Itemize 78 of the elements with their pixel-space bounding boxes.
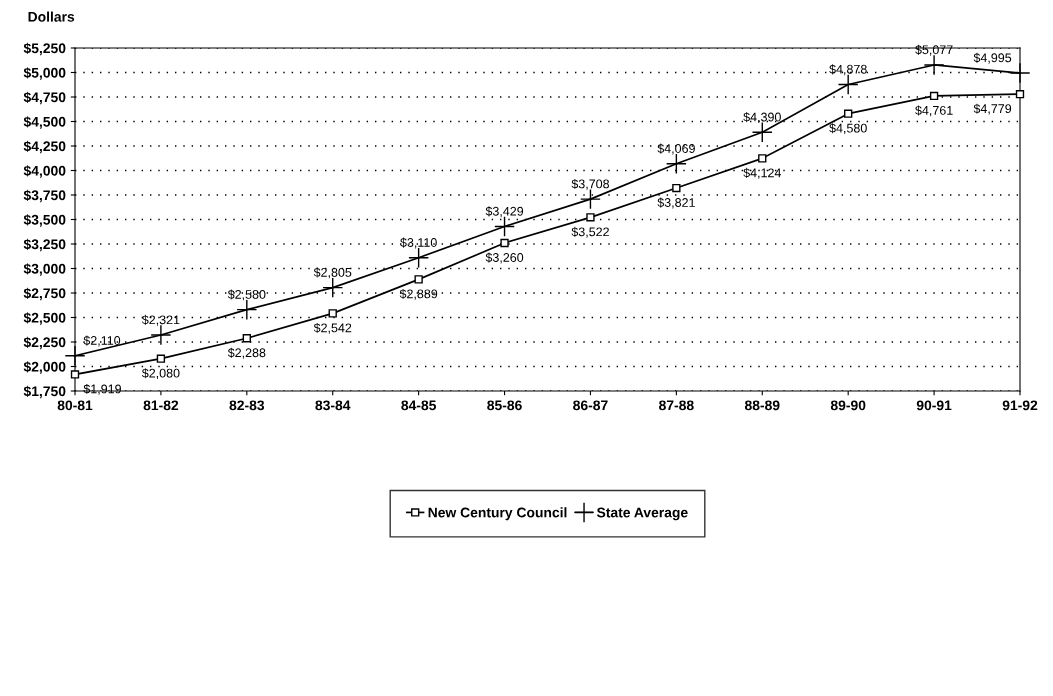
x-tick-label: 82-83 — [229, 400, 265, 411]
point — [414, 275, 423, 284]
point — [1015, 89, 1025, 99]
data-label: $4,069 — [657, 143, 695, 155]
x-tick-label: 81-82 — [143, 400, 179, 411]
data-label: $3,110 — [400, 237, 437, 249]
data-label: $3,708 — [571, 178, 610, 190]
point — [242, 334, 251, 343]
data-label: $2,805 — [313, 267, 352, 279]
data-label: $4,580 — [829, 123, 867, 135]
point — [751, 121, 773, 143]
y-tick-label: $1,750 — [23, 385, 66, 399]
y-tick-label: $3,250 — [23, 238, 66, 252]
point — [494, 216, 515, 237]
point — [1009, 62, 1031, 84]
point — [500, 238, 509, 248]
point — [665, 153, 687, 175]
x-tick-label: 86-87 — [573, 400, 608, 411]
data-label: $2,080 — [141, 368, 180, 380]
data-label: $4,878 — [829, 64, 867, 76]
data-label: $3,821 — [657, 197, 695, 209]
point — [236, 299, 258, 321]
data-label: $2,889 — [399, 288, 438, 300]
point — [150, 324, 172, 346]
y-tick-label: $4,750 — [23, 91, 66, 105]
y-tick-label: $3,500 — [23, 214, 66, 227]
point — [844, 109, 853, 118]
y-tick-label: $2,750 — [23, 287, 66, 301]
data-label: $2,321 — [141, 314, 180, 326]
y-tick-label: $3,750 — [23, 189, 66, 203]
point — [328, 309, 337, 318]
x-tick-label: 85-86 — [487, 400, 522, 411]
point — [929, 91, 939, 101]
y-tick-label: $4,000 — [23, 165, 66, 178]
data-label: $1,919 — [83, 383, 121, 395]
y-tick-label: $5,250 — [23, 42, 66, 56]
point — [758, 154, 767, 163]
x-tick-label: 84-85 — [401, 400, 437, 411]
point — [837, 74, 859, 95]
data-label: $2,542 — [313, 322, 352, 334]
data-label: $4,124 — [743, 167, 782, 179]
point — [586, 213, 595, 222]
y-tick-label: $2,250 — [23, 336, 66, 350]
data-label: $4,761 — [915, 105, 953, 117]
x-tick-label: 87-88 — [659, 400, 694, 411]
data-label: $2,288 — [227, 347, 266, 359]
data-label: $5,077 — [915, 44, 953, 56]
point — [64, 345, 86, 367]
point — [156, 354, 166, 363]
data-label: $3,260 — [485, 252, 524, 264]
y-axis-title: Dollars — [28, 11, 75, 22]
x-tick-label: 88-89 — [744, 400, 780, 411]
y-tick-label: $2,000 — [23, 361, 66, 374]
y-tick-label: $3,000 — [23, 263, 66, 276]
y-tick-label: $4,250 — [23, 140, 66, 154]
x-tick-label: 89-90 — [830, 400, 866, 411]
data-label: $2,110 — [83, 335, 121, 347]
point — [408, 247, 430, 269]
legend-label: State Average — [596, 507, 688, 521]
x-tick-label: 83-84 — [315, 400, 351, 411]
y-tick-label: $4,500 — [23, 116, 66, 129]
point — [923, 54, 945, 76]
data-label: $2,580 — [227, 289, 266, 301]
data-label: $3,429 — [485, 206, 524, 218]
data-label: $4,995 — [973, 52, 1012, 64]
data-label: $4,779 — [973, 103, 1012, 115]
x-tick-label: 91-92 — [1002, 400, 1038, 411]
data-label: $4,390 — [743, 112, 781, 123]
data-label: $3,522 — [571, 226, 609, 238]
x-tick-label: 90-91 — [916, 400, 952, 411]
point — [580, 188, 601, 210]
y-tick-label: $2,500 — [23, 312, 66, 325]
x-tick-label: 80-81 — [57, 400, 93, 411]
legend-label: New Century Council — [428, 507, 567, 521]
point — [70, 370, 80, 379]
point — [672, 183, 681, 193]
y-tick-label: $5,000 — [23, 67, 66, 80]
point — [322, 277, 344, 299]
